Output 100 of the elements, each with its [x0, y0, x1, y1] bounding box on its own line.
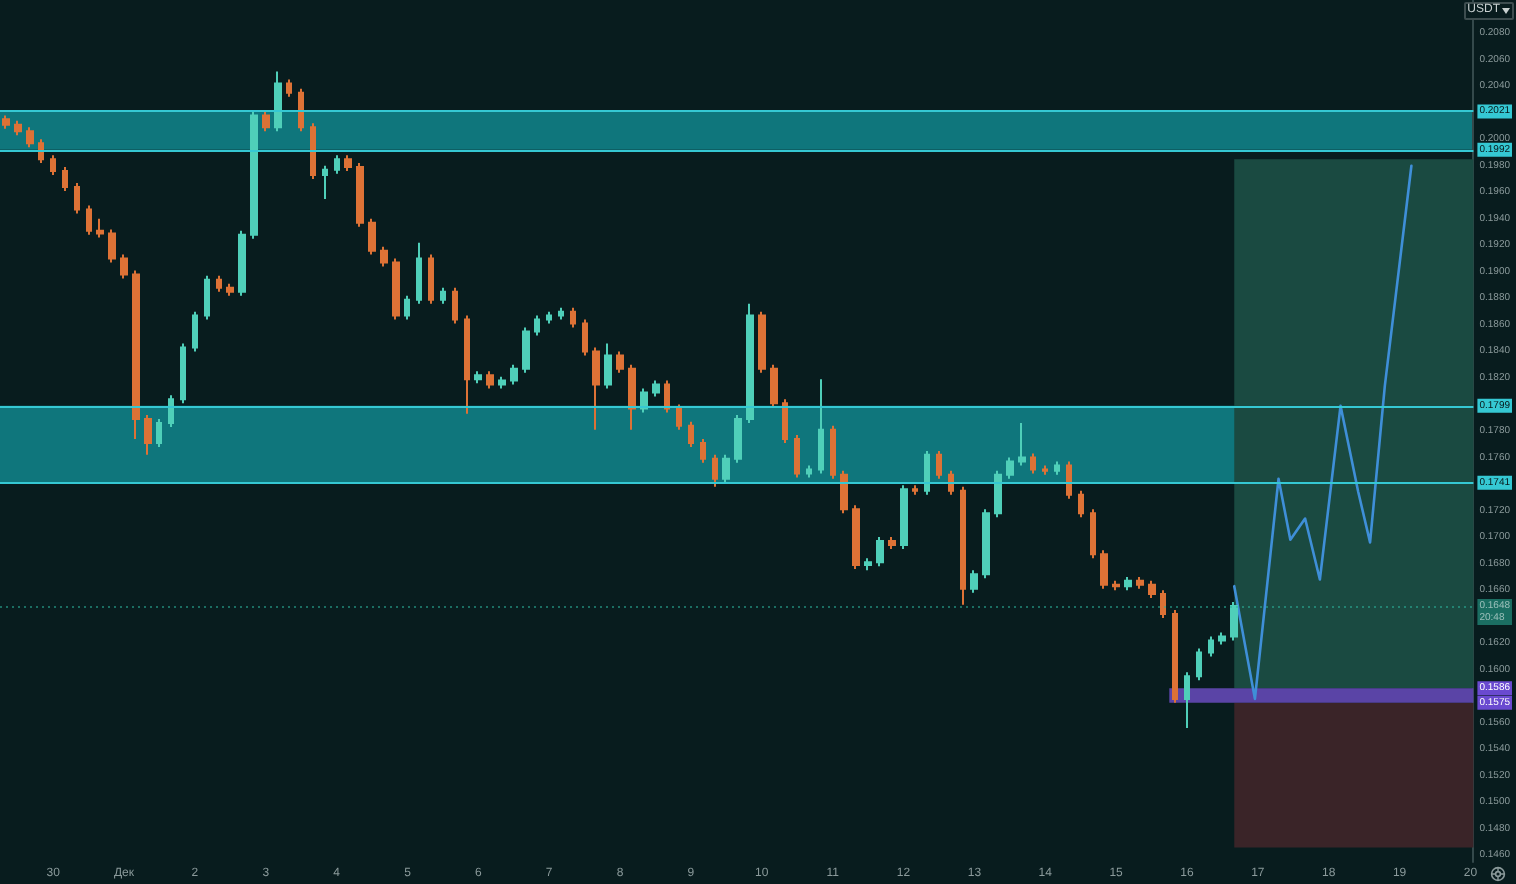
candlestick — [474, 370, 482, 385]
candlestick — [830, 424, 836, 480]
candlestick — [380, 245, 388, 268]
candlestick — [2, 114, 10, 130]
candlestick — [628, 363, 636, 431]
candlestick — [74, 182, 80, 215]
candlestick — [310, 122, 316, 181]
candlestick — [664, 379, 670, 414]
candlestick — [712, 453, 718, 488]
candlestick — [912, 484, 918, 496]
candlestick — [1090, 508, 1096, 560]
candlestick — [876, 536, 884, 568]
candlestick — [1172, 609, 1178, 704]
candlestick — [522, 326, 530, 374]
candlestick — [298, 87, 304, 133]
candlestick — [592, 346, 600, 431]
candlestick — [746, 302, 754, 425]
candlestick — [452, 286, 458, 325]
candlestick — [734, 414, 742, 464]
candlestick — [108, 228, 116, 264]
candlestick — [534, 314, 540, 337]
candlestick — [322, 164, 328, 200]
candlestick — [722, 453, 730, 484]
candlestick — [818, 378, 824, 475]
candlestick — [464, 314, 470, 415]
candlestick — [652, 379, 660, 398]
candlestick — [558, 306, 564, 321]
candlestick — [546, 310, 552, 325]
candlestick — [26, 126, 34, 149]
candlestick — [806, 464, 812, 479]
candlestick — [1006, 456, 1014, 480]
candlestick — [1030, 452, 1036, 475]
candlestick — [440, 286, 446, 305]
candlestick — [1078, 489, 1084, 519]
candlestick — [1196, 647, 1202, 682]
candlestick — [156, 418, 162, 448]
candlestick — [192, 310, 198, 353]
candlestick — [62, 166, 68, 192]
candlestick — [204, 274, 210, 321]
candlestick — [168, 394, 174, 429]
candlestick — [676, 403, 682, 431]
candlestick — [794, 433, 800, 479]
candlestick — [700, 437, 706, 464]
candlestick — [888, 536, 896, 551]
candlestick — [356, 162, 364, 228]
candlestick — [1184, 671, 1190, 730]
candlestick — [1230, 601, 1238, 642]
candlestick — [486, 370, 494, 390]
candlestick — [120, 253, 128, 280]
candlestick — [1100, 549, 1108, 590]
candlestick — [970, 569, 978, 594]
candlestick — [238, 229, 246, 297]
candlestick — [852, 504, 860, 570]
candlestick — [344, 154, 352, 173]
candlestick — [1018, 422, 1026, 467]
candlestick — [334, 154, 340, 175]
candlestick — [1124, 575, 1132, 592]
candlestick — [758, 310, 766, 374]
candlestick — [948, 469, 954, 496]
candlestick — [900, 484, 908, 551]
candlestick — [428, 253, 434, 305]
candlestick — [1136, 575, 1144, 590]
candlestick — [14, 119, 22, 137]
candlestick — [416, 241, 422, 305]
candlestick — [864, 557, 872, 572]
candlestick — [782, 398, 788, 444]
candlestick — [132, 269, 140, 440]
candlestick — [1218, 631, 1226, 646]
candlestick — [994, 469, 1002, 519]
candlestick — [1112, 579, 1120, 592]
candlestick — [226, 282, 234, 297]
candlestick — [840, 469, 848, 515]
candlestick — [86, 204, 92, 236]
candlestick — [510, 363, 518, 386]
candlestick — [404, 294, 410, 321]
candlestick — [982, 508, 990, 580]
candlestick — [274, 70, 282, 133]
candlestick — [368, 217, 376, 256]
candlestick — [1054, 460, 1060, 476]
candlestick — [286, 78, 292, 98]
candlestick — [1066, 460, 1072, 500]
candlestick — [1160, 589, 1166, 619]
candlestick — [498, 375, 506, 390]
candlestick — [50, 154, 56, 177]
candlestick — [960, 485, 966, 606]
candlestick — [770, 363, 778, 409]
candlestick — [582, 318, 588, 357]
candlestick — [262, 110, 270, 133]
candlestick — [1148, 579, 1156, 600]
candlestick — [180, 342, 186, 405]
candlestick — [936, 449, 942, 480]
candlestick — [392, 257, 400, 321]
candlestick — [144, 414, 152, 456]
candlestick — [570, 306, 576, 329]
candlestick — [616, 350, 624, 374]
candlestick — [1042, 464, 1048, 476]
candlestick — [1208, 635, 1214, 658]
candlestick — [604, 342, 612, 390]
candlestick — [96, 217, 104, 239]
candlestick — [688, 420, 694, 448]
